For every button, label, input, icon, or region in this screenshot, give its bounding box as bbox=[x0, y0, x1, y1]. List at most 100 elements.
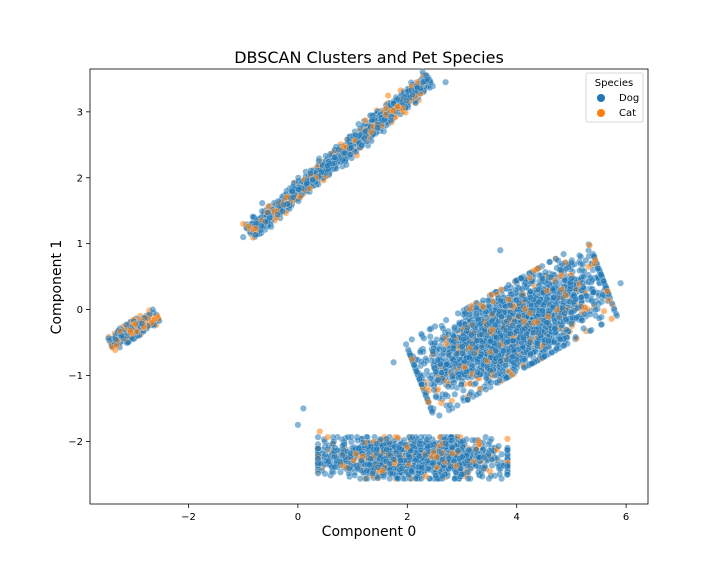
dog-point bbox=[423, 367, 431, 375]
dog-point bbox=[432, 368, 440, 376]
dog-point bbox=[432, 393, 440, 401]
dog-point bbox=[387, 117, 395, 124]
dog-point bbox=[249, 213, 257, 221]
dog-point bbox=[368, 116, 376, 124]
dog-point bbox=[472, 379, 480, 387]
dog-point bbox=[497, 297, 504, 305]
dog-point bbox=[435, 412, 443, 419]
dog-point bbox=[521, 325, 529, 332]
dog-point bbox=[434, 356, 442, 364]
cat-point bbox=[531, 266, 539, 274]
dog-point bbox=[309, 176, 317, 184]
dog-point bbox=[538, 307, 546, 315]
dog-point bbox=[577, 253, 585, 261]
dog-point bbox=[105, 334, 112, 342]
dog-point bbox=[515, 312, 522, 320]
dog-point bbox=[360, 134, 368, 142]
dog-point bbox=[562, 316, 570, 323]
dog-point bbox=[521, 356, 529, 364]
dog-point bbox=[448, 372, 456, 380]
dog-point bbox=[264, 209, 272, 217]
dog-point bbox=[289, 193, 297, 201]
dog-point bbox=[567, 308, 575, 316]
cat-point bbox=[505, 296, 513, 303]
dog-point bbox=[572, 314, 580, 322]
dog-point bbox=[600, 277, 607, 285]
dog-point bbox=[306, 169, 314, 177]
dog-point bbox=[597, 271, 605, 279]
dog-point bbox=[560, 250, 567, 258]
cat-point bbox=[408, 355, 416, 363]
cat-point bbox=[558, 285, 566, 293]
dog-point bbox=[581, 310, 589, 318]
cat-point bbox=[382, 105, 390, 112]
dog-point bbox=[513, 327, 521, 335]
dog-point bbox=[427, 375, 434, 382]
dog-point bbox=[358, 142, 365, 150]
dog-point bbox=[487, 378, 495, 386]
dog-point bbox=[476, 352, 484, 360]
dog-point bbox=[280, 201, 287, 209]
dog-point bbox=[557, 266, 565, 274]
dog-point bbox=[580, 273, 588, 281]
dog-point bbox=[402, 340, 410, 348]
dog-point bbox=[520, 334, 527, 341]
dog-point bbox=[560, 342, 568, 349]
dog-point bbox=[580, 325, 587, 332]
dog-point bbox=[526, 338, 534, 346]
cat-point bbox=[384, 92, 392, 100]
dog-point bbox=[295, 185, 303, 193]
dog-point bbox=[550, 338, 558, 346]
dog-point bbox=[597, 321, 605, 328]
dog-point bbox=[413, 367, 420, 375]
dog-point bbox=[373, 124, 381, 132]
dog-point bbox=[542, 345, 549, 353]
dog-point bbox=[427, 380, 435, 388]
cat-point bbox=[117, 327, 124, 335]
cat-point bbox=[562, 291, 570, 299]
dog-point bbox=[458, 342, 466, 350]
chart-title: DBSCAN Clusters and Pet Species bbox=[234, 48, 504, 67]
cat-point bbox=[600, 307, 608, 315]
dog-point bbox=[347, 144, 355, 152]
dog-point bbox=[543, 319, 551, 327]
cat-point bbox=[586, 241, 593, 249]
dog-point bbox=[303, 179, 311, 187]
dog-point bbox=[416, 348, 424, 356]
dog-point bbox=[454, 309, 462, 317]
dog-point bbox=[486, 366, 494, 374]
dog-point bbox=[506, 302, 514, 309]
cat-point bbox=[526, 274, 534, 282]
dog-point bbox=[408, 91, 416, 99]
data-points bbox=[105, 68, 624, 482]
dog-point bbox=[586, 327, 594, 335]
dog-point bbox=[442, 391, 449, 398]
dog-point bbox=[461, 309, 469, 317]
dog-point bbox=[451, 360, 459, 368]
dog-point bbox=[467, 388, 475, 396]
dog-point bbox=[322, 152, 330, 160]
dog-point bbox=[258, 199, 266, 207]
dog-point bbox=[434, 376, 442, 384]
dog-point bbox=[257, 222, 265, 230]
cat-point bbox=[608, 315, 615, 323]
dog-point bbox=[482, 385, 490, 393]
dog-point bbox=[534, 329, 542, 337]
dog-point bbox=[472, 309, 480, 317]
dog-point bbox=[438, 369, 446, 377]
dog-point bbox=[492, 354, 500, 362]
cat-point bbox=[442, 340, 450, 348]
dog-point bbox=[428, 407, 436, 415]
dog-point bbox=[274, 197, 282, 205]
dog-point bbox=[506, 330, 514, 337]
dog-point bbox=[485, 297, 492, 305]
dog-point bbox=[527, 350, 535, 358]
dog-point bbox=[474, 368, 482, 376]
dog-point bbox=[545, 337, 552, 345]
dog-point bbox=[451, 390, 459, 398]
dog-point bbox=[509, 337, 517, 344]
dog-point bbox=[592, 306, 599, 314]
dog-point bbox=[515, 299, 523, 307]
dog-point bbox=[493, 334, 500, 342]
dog-point bbox=[410, 361, 418, 369]
